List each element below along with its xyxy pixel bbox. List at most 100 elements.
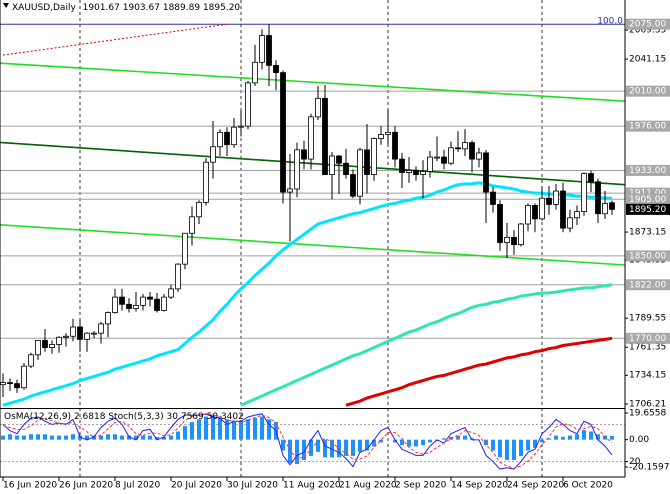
osma-bar xyxy=(148,435,152,440)
osma-bar xyxy=(1,435,5,440)
level-label: 1850.00 xyxy=(629,251,666,261)
osma-bar xyxy=(393,439,397,443)
osma-bar xyxy=(281,439,285,451)
osma-bar xyxy=(190,422,194,440)
symbol: XAUUSD,Daily xyxy=(12,3,76,13)
osma-bar xyxy=(365,439,369,451)
stoch-name: Stoch(5,3,3) xyxy=(108,412,163,422)
x-tick-label: 14 Sep 2020 xyxy=(451,481,508,491)
candle-body xyxy=(224,131,230,146)
candle-body xyxy=(0,382,6,386)
osma-bar xyxy=(15,435,19,440)
osma-bar xyxy=(533,439,537,448)
y-tick-label: 2041.15 xyxy=(629,55,666,65)
chart-header: XAUUSD,Daily 1901.67 1903.67 1889.89 189… xyxy=(12,3,240,13)
ohlc-low: 1889.89 xyxy=(163,3,200,13)
osma-bar xyxy=(260,416,264,440)
osma-bar xyxy=(162,436,166,440)
osma-bar xyxy=(414,439,418,447)
level-label: 2075.00 xyxy=(629,20,666,30)
level-label-box xyxy=(626,332,670,344)
osma-bar xyxy=(400,439,404,446)
osma-bar xyxy=(50,435,54,440)
x-tick-label: 20 Jul 2020 xyxy=(171,481,222,491)
osma-bar xyxy=(22,435,26,440)
osma-bar xyxy=(505,439,509,461)
candle-body xyxy=(497,204,503,243)
candle-body xyxy=(574,211,580,219)
candle-body xyxy=(245,82,251,127)
level-label-box xyxy=(626,279,670,291)
candle-body xyxy=(7,382,13,385)
osma-bar xyxy=(603,435,607,440)
osma-bar xyxy=(379,439,383,443)
osma-bar xyxy=(498,439,502,458)
candle-body xyxy=(399,158,405,173)
candle-body xyxy=(21,365,27,389)
candle-body xyxy=(189,216,195,234)
candle-body xyxy=(609,202,615,210)
candle-body xyxy=(469,142,475,160)
candle-body xyxy=(567,217,573,229)
osma-bar xyxy=(57,435,61,440)
level-label: 1933.00 xyxy=(629,166,666,176)
osma-bar xyxy=(71,434,75,440)
y-tick-label: 1761.35 xyxy=(629,343,666,353)
x-tick-label: 30 Jul 2020 xyxy=(227,481,278,491)
level-label: 1822.00 xyxy=(629,280,666,290)
candle-body xyxy=(217,131,223,148)
candle-body xyxy=(238,125,244,128)
osma-bar xyxy=(351,439,355,456)
osc-tick-label: -20.1597 xyxy=(629,463,669,473)
osma-value: 2.6818 xyxy=(74,412,106,422)
level-label: 1911.00 xyxy=(629,189,666,199)
moving-average xyxy=(345,336,613,407)
trend-line xyxy=(0,141,626,186)
level-label-box xyxy=(626,193,670,205)
ohlc-close: 1895.20 xyxy=(203,3,240,13)
candle-body xyxy=(581,173,587,213)
candle-body xyxy=(406,170,412,173)
candle-body xyxy=(343,162,349,175)
level-label-box xyxy=(626,250,670,262)
osma-bar xyxy=(547,438,551,440)
osma-bar xyxy=(36,434,40,440)
x-tick-label: 6 Oct 2020 xyxy=(563,481,613,491)
candle-body xyxy=(259,35,265,63)
osma-bar xyxy=(309,439,313,456)
osma-bar xyxy=(519,439,523,456)
candle-body xyxy=(420,171,426,175)
osma-bar xyxy=(176,431,180,440)
menu-arrow[interactable] xyxy=(3,3,9,8)
axis-strip xyxy=(625,0,670,494)
osma-bar xyxy=(120,435,124,440)
trend-line xyxy=(2,23,228,56)
indicator-header: OsMA(12,26,9) 2.6818 Stoch(5,3,3) 30.756… xyxy=(4,412,244,422)
candle-body xyxy=(308,116,314,160)
osma-bar xyxy=(330,439,334,458)
candle-body xyxy=(70,326,76,337)
x-tick-label: 21 Aug 2020 xyxy=(339,481,397,491)
candle-body xyxy=(336,155,342,164)
candle-body xyxy=(203,161,209,203)
candle-body xyxy=(315,97,321,118)
level-label: 2010.00 xyxy=(629,87,666,97)
osma-bar xyxy=(85,435,89,440)
level-label-box xyxy=(626,187,670,199)
candle-body xyxy=(455,147,461,150)
candle-body xyxy=(56,336,62,345)
candle-body xyxy=(35,339,41,356)
candle-body xyxy=(371,138,377,175)
x-tick-label: 2 Sep 2020 xyxy=(395,481,447,491)
last-price-box xyxy=(626,203,670,215)
osma-bar xyxy=(575,434,579,440)
candle-body xyxy=(154,298,160,311)
trend-line xyxy=(0,224,626,266)
fib-label: 100.0 xyxy=(597,17,623,27)
candle-body xyxy=(392,131,398,160)
osma-bar xyxy=(246,419,250,440)
osma-bar xyxy=(428,439,432,443)
candle-body xyxy=(63,335,69,338)
stoch-main-value: 30.7569 xyxy=(167,412,204,422)
